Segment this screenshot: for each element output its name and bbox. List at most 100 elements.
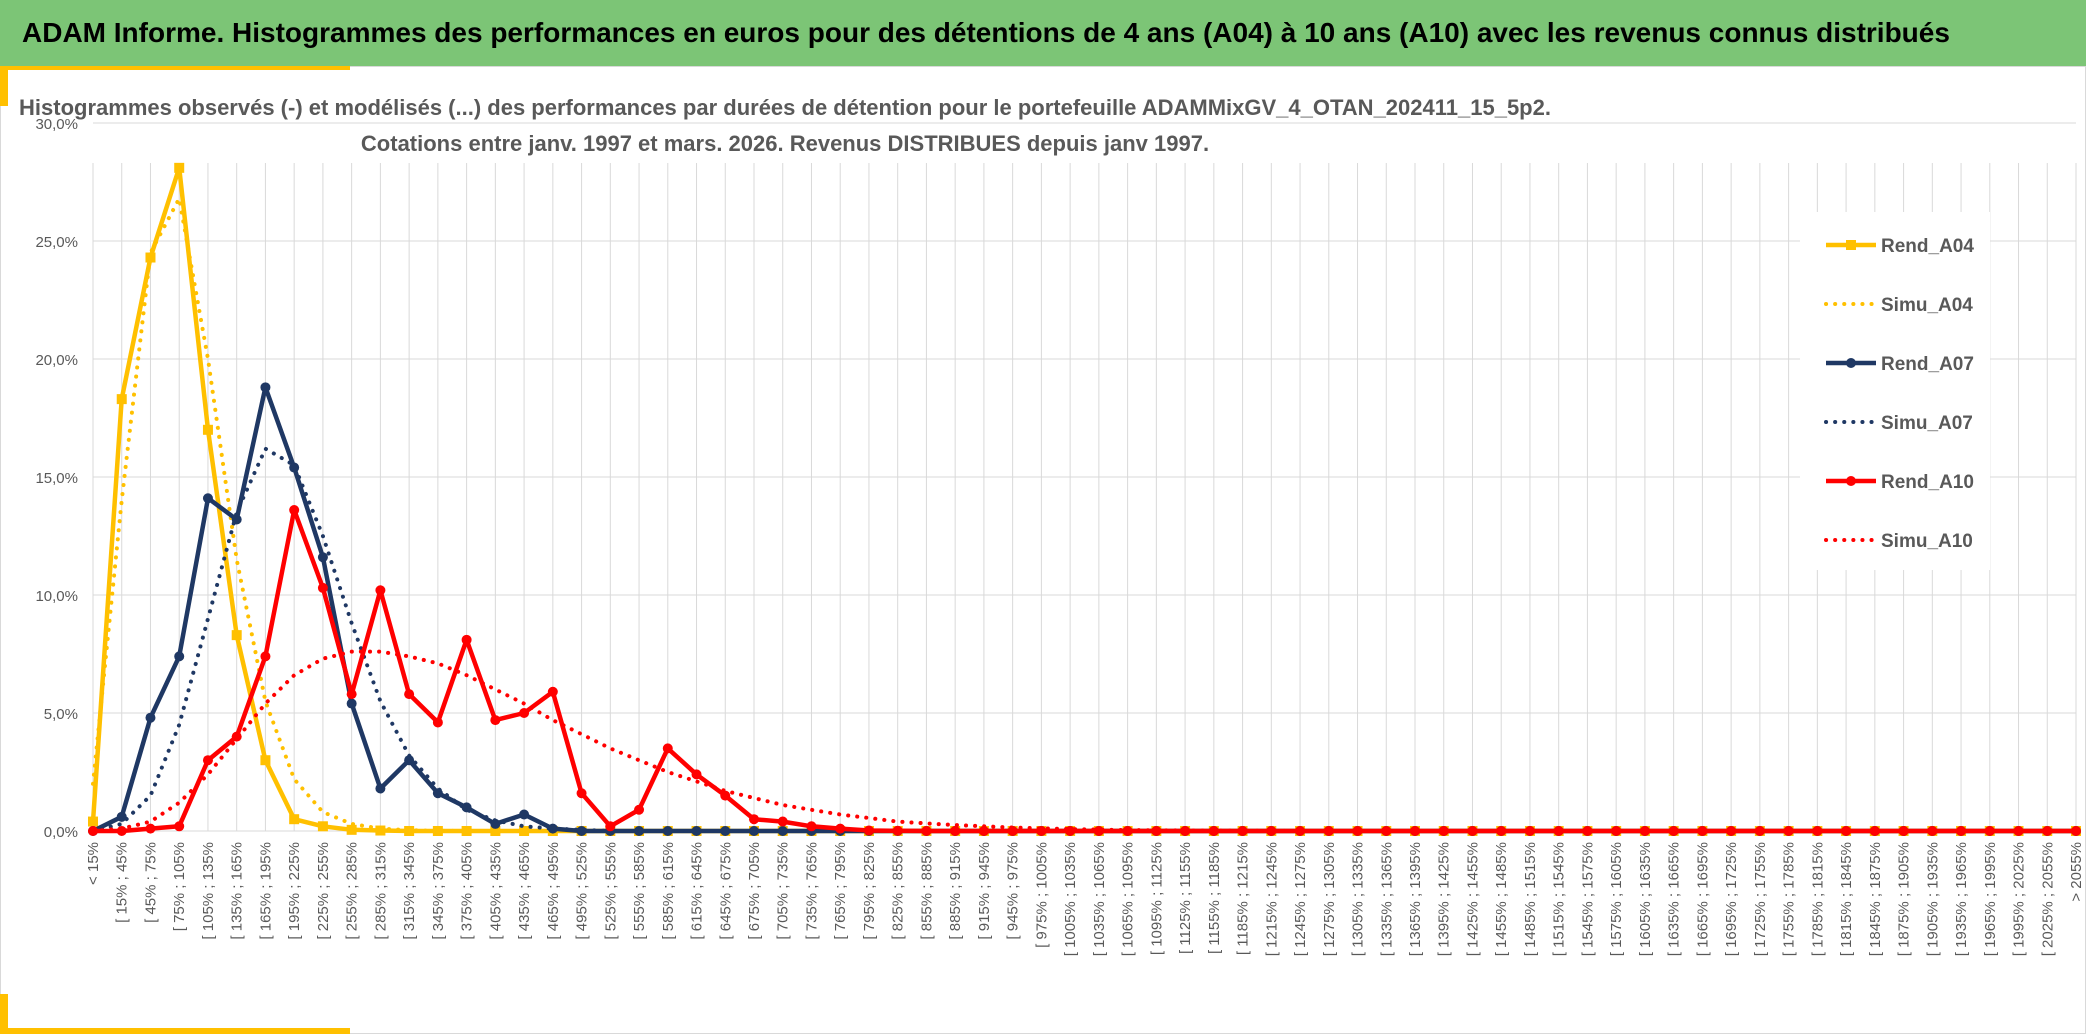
- data-point: [777, 826, 788, 836]
- data-point: [461, 634, 472, 645]
- data-point: [346, 689, 357, 700]
- x-tick-label: [ 1425% ; 1455%: [1464, 842, 1481, 956]
- grid-lines: [92, 122, 2077, 832]
- data-point: [231, 630, 242, 641]
- x-tick-label: [ 165% ; 195%: [257, 842, 274, 940]
- x-tick-label: [ 825% ; 855%: [890, 842, 907, 940]
- x-tick-label: [ 525% ; 555%: [602, 842, 619, 940]
- x-tick-label: [ 1575% ; 1605%: [1608, 842, 1625, 956]
- data-point: [231, 731, 242, 742]
- data-point: [691, 826, 702, 836]
- x-tick-label: [ 75% ; 105%: [171, 842, 188, 931]
- page-header: ADAM Informe. Histogrammes des performan…: [0, 0, 2086, 66]
- x-tick-label: [ 1935% ; 1965%: [1953, 842, 1970, 956]
- y-tick-label: 20,0%: [35, 352, 78, 369]
- data-point: [892, 825, 903, 836]
- x-tick-label: [ 1005% ; 1035%: [1062, 842, 1079, 956]
- x-tick-label: [ 1545% ; 1575%: [1579, 842, 1596, 956]
- legend-label: Simu_A04: [1881, 295, 1973, 316]
- x-tick-label: [ 285% ; 315%: [372, 842, 389, 940]
- data-point: [174, 162, 185, 173]
- x-axis-ticks: < 15% [ 15% ; 45% [ 45% ; 75% [ 75% ; 105% […: [85, 842, 2085, 956]
- data-point: [432, 717, 443, 728]
- x-tick-label: [ 1815% ; 1845%: [1838, 842, 1855, 956]
- data-point: [202, 755, 213, 766]
- legend-background: [1800, 212, 1990, 570]
- data-point: [404, 755, 415, 766]
- x-tick-label: [ 15% ; 45%: [114, 842, 131, 923]
- x-tick-label: [ 1245% ; 1275%: [1292, 842, 1309, 956]
- x-tick-label: [ 495% ; 525%: [574, 842, 591, 940]
- x-tick-label: > 2055%: [2068, 842, 2085, 902]
- legend-label: Rend_A10: [1881, 472, 1974, 493]
- data-point: [145, 712, 156, 723]
- x-tick-label: [ 585% ; 615%: [660, 842, 677, 940]
- data-point: [777, 816, 788, 827]
- data-point: [691, 769, 702, 780]
- data-point: [1266, 826, 1277, 836]
- x-tick-label: [ 465% ; 495%: [545, 842, 562, 940]
- legend-marker: [1846, 358, 1856, 368]
- legend: Rend_A04 Simu_A04 Rend_A07 Simu_A07 Rend_A10…: [1824, 236, 1974, 552]
- legend-label: Rend_A07: [1881, 354, 1974, 375]
- x-tick-label: [ 1455% ; 1485%: [1493, 842, 1510, 956]
- series-line-Simu_A10: [91, 649, 2078, 833]
- series: [88, 162, 2081, 836]
- data-point: [260, 755, 271, 766]
- data-point: [547, 686, 558, 697]
- x-tick-label: [ 1485% ; 1515%: [1522, 842, 1539, 956]
- x-tick-label: [ 1155% ; 1185%: [1206, 842, 1223, 954]
- legend-label: Rend_A04: [1881, 236, 1974, 257]
- data-point: [634, 804, 645, 815]
- data-point: [1668, 826, 1679, 836]
- data-point: [461, 826, 472, 836]
- x-tick-label: [ 45% ; 75%: [142, 842, 159, 923]
- x-tick-label: [ 645% ; 675%: [717, 842, 734, 940]
- data-point: [1438, 826, 1449, 836]
- data-point: [404, 826, 415, 836]
- data-point: [1410, 826, 1420, 836]
- y-tick-label: 15,0%: [35, 470, 78, 487]
- data-point: [88, 816, 98, 827]
- x-tick-label: < 15%: [85, 842, 102, 885]
- data-point: [2071, 826, 2081, 836]
- x-tick-label: [ 915% ; 945%: [976, 842, 993, 940]
- data-point: [749, 826, 759, 836]
- data-point: [1956, 826, 1967, 836]
- x-tick-label: [ 1605% ; 1635%: [1637, 842, 1654, 956]
- data-point: [289, 505, 300, 516]
- x-tick-label: [ 195% ; 225%: [286, 842, 303, 940]
- y-axis-ticks: 0,0% 5,0% 10,0% 15,0% 20,0% 25,0% 30,0%: [35, 116, 78, 841]
- x-tick-label: [ 2025% ; 2055%: [2039, 842, 2056, 956]
- data-point: [1783, 826, 1794, 836]
- data-point: [863, 825, 874, 836]
- x-tick-label: [ 1035% ; 1065%: [1091, 842, 1108, 956]
- data-point: [174, 651, 185, 662]
- x-tick-label: [ 1215% ; 1245%: [1263, 842, 1280, 956]
- x-tick-label: [ 105% ; 135%: [200, 842, 217, 940]
- data-point: [404, 689, 415, 700]
- data-point: [1841, 826, 1852, 836]
- x-tick-label: [ 1395% ; 1425%: [1436, 842, 1453, 956]
- data-point: [720, 790, 731, 801]
- data-point: [1467, 826, 1478, 836]
- data-point: [490, 818, 501, 829]
- legend-marker: [1846, 240, 1856, 250]
- data-point: [720, 826, 731, 836]
- data-point: [375, 585, 386, 596]
- data-point: [1237, 826, 1248, 836]
- data-point: [1984, 826, 1995, 836]
- x-tick-label: [ 1305% ; 1335%: [1350, 842, 1367, 956]
- data-point: [1295, 826, 1306, 836]
- data-point: [432, 826, 443, 836]
- data-point: [835, 823, 846, 834]
- accent-bar-left: [0, 66, 8, 106]
- accent-bar-top: [0, 66, 350, 70]
- data-point: [145, 823, 156, 834]
- data-point: [950, 826, 961, 836]
- data-point: [289, 814, 300, 825]
- data-point: [1754, 826, 1765, 836]
- x-tick-label: [ 1125% ; 1155%: [1177, 842, 1194, 954]
- data-point: [519, 809, 530, 820]
- x-tick-label: [ 855% ; 885%: [918, 842, 935, 940]
